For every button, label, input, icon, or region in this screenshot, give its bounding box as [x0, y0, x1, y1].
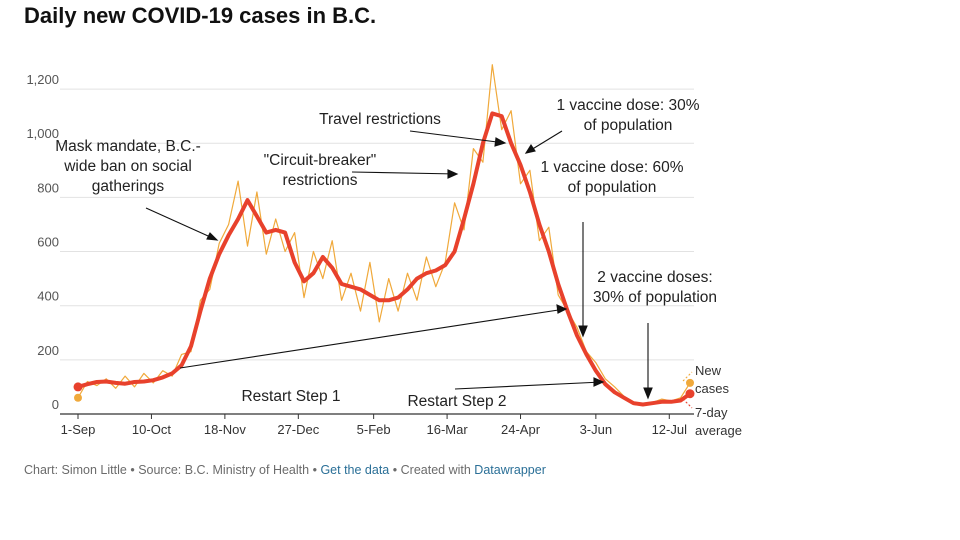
series-legend: New cases 7-day average — [695, 363, 742, 438]
annotation-dose1-60-2: of population — [568, 179, 657, 196]
arrowhead — [643, 387, 653, 400]
legend-label-avg-2: average — [695, 423, 742, 438]
legend-label-new-1: New — [695, 363, 722, 378]
legend-label-avg-1: 7-day — [695, 405, 728, 420]
series-layer — [73, 64, 695, 407]
legend-label-new-2: cases — [695, 381, 729, 396]
x-tick-label: 1-Sep — [61, 422, 96, 437]
x-axis-labels: 1-Sep 10-Oct 18-Nov 27-Dec 5-Feb 16-Mar 24-Apr… — [61, 414, 687, 437]
y-tick-label: 600 — [37, 235, 59, 250]
arrow-travel — [409, 130, 506, 144]
series-line-7-day-average — [76, 111, 692, 407]
arrowhead — [447, 169, 459, 179]
y-tick-label: 400 — [37, 289, 59, 304]
average-start-point — [73, 382, 83, 392]
arrow-mask-mandate — [145, 207, 218, 241]
get-data-link[interactable]: Get the data — [320, 463, 390, 477]
x-tick-label: 12-Jul — [652, 422, 688, 437]
footer-separator: • — [312, 463, 317, 477]
arrowhead — [494, 137, 507, 147]
annotation-restart-1: Restart Step 1 — [241, 388, 340, 405]
annotations: Mask mandate, B.C.- wide ban on social g… — [55, 97, 717, 410]
annotation-mask-2: wide ban on social — [63, 158, 192, 175]
annotation-dose1-30-1: 1 vaccine dose: 30% — [556, 97, 699, 114]
new-cases-start-point — [74, 393, 82, 402]
y-axis-labels: 0 200 400 600 800 1,000 1,200 — [26, 72, 59, 412]
arrow-restart-1 — [179, 308, 566, 369]
arrow-circuit-breaker — [351, 171, 458, 175]
annotation-dose2-2: 30% of population — [593, 289, 717, 306]
x-tick-label: 5-Feb — [357, 422, 391, 437]
average-end-point — [685, 389, 695, 399]
y-tick-label: 800 — [37, 180, 59, 195]
footer-separator: • — [130, 463, 135, 477]
x-tick-label: 24-Apr — [501, 422, 541, 437]
arrowhead — [206, 232, 219, 241]
annotation-dose2-1: 2 vaccine doses: — [597, 269, 712, 286]
x-tick-label: 10-Oct — [132, 422, 171, 437]
arrowhead — [556, 304, 568, 314]
annotation-circuit-2: restrictions — [283, 172, 358, 189]
annotation-dose1-30-2: of population — [584, 117, 673, 134]
footer-created-with: Created with — [400, 463, 471, 477]
x-tick-label: 27-Dec — [277, 422, 319, 437]
y-tick-label: 200 — [37, 343, 59, 358]
arrowhead — [524, 143, 536, 154]
annotation-restart-2: Restart Step 2 — [407, 393, 506, 410]
y-tick-label: 1,200 — [26, 72, 59, 87]
arrowhead — [593, 377, 605, 387]
annotation-mask-3: gatherings — [92, 178, 165, 195]
y-tick-label: 1,000 — [26, 126, 59, 141]
x-tick-label: 16-Mar — [426, 422, 468, 437]
annotation-dose1-60-1: 1 vaccine dose: 60% — [540, 159, 683, 176]
annotation-arrows — [145, 130, 693, 409]
x-tick-label: 18-Nov — [204, 422, 246, 437]
x-tick-label: 3-Jun — [580, 422, 613, 437]
footer-source: Source: B.C. Ministry of Health — [138, 463, 310, 477]
new-cases-end-point — [686, 378, 694, 387]
footer-separator: • — [392, 463, 398, 477]
annotation-mask-1: Mask mandate, B.C.- — [55, 138, 201, 155]
y-tick-label: 0 — [52, 397, 59, 412]
annotation-circuit-1: "Circuit-breaker" — [264, 152, 377, 169]
legend-line-avg — [682, 398, 693, 409]
arrowhead — [578, 325, 588, 338]
arrow-restart-2 — [454, 381, 603, 390]
footer-credit: Chart: Simon Little — [24, 463, 127, 477]
annotation-travel: Travel restrictions — [319, 111, 441, 128]
chart-footer: Chart: Simon Little • Source: B.C. Minis… — [24, 463, 546, 477]
chart-title: Daily new COVID-19 cases in B.C. — [24, 3, 377, 28]
datawrapper-link[interactable]: Datawrapper — [474, 463, 546, 477]
